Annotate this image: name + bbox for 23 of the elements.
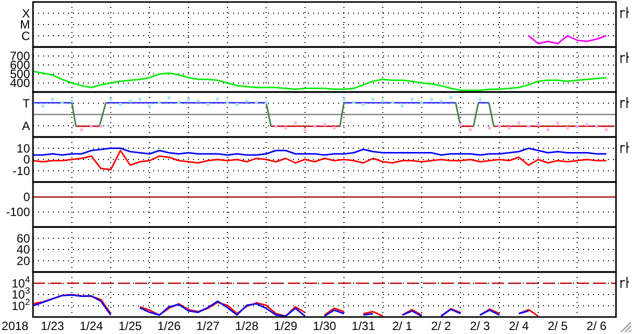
x-tick-label: 1/25 [118,319,142,333]
text: A [22,118,30,133]
y-tick-label: -100 [6,205,30,220]
y-tick-label: 10 [16,141,30,156]
x-tick-label: 1/27 [196,319,220,333]
x-tick-label: 1/26 [157,319,182,333]
x-tick-label: 2/ 3 [470,319,490,333]
y-tick-label: 60 [16,231,30,246]
x-tick-label: 1/30 [312,319,336,333]
x-tick-label: 2/ 1 [392,319,413,333]
x-axis-title: 2018 [2,319,29,333]
x-tick-label: 1/29 [274,319,298,333]
x-tick-label: 1/23 [40,319,64,333]
x-tick-label: 2/ 2 [431,319,452,333]
x-tick-label: 2/ 6 [586,319,607,333]
text: T [22,96,31,110]
x-tick-label: 1/24 [80,319,104,333]
x-tick-label: 2/ 5 [548,319,568,333]
x-tick-label: 2/ 4 [508,319,530,333]
x-tick-label: 1/28 [235,319,259,333]
x-tick-label: 1/31 [352,319,376,333]
text: X [22,6,30,20]
y-tick-label: 0 [23,190,30,204]
